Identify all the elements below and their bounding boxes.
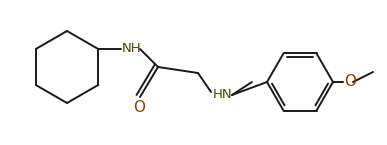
Text: O: O: [344, 75, 356, 89]
Text: O: O: [133, 99, 145, 115]
Text: NH: NH: [122, 42, 142, 56]
Text: HN: HN: [213, 88, 233, 102]
